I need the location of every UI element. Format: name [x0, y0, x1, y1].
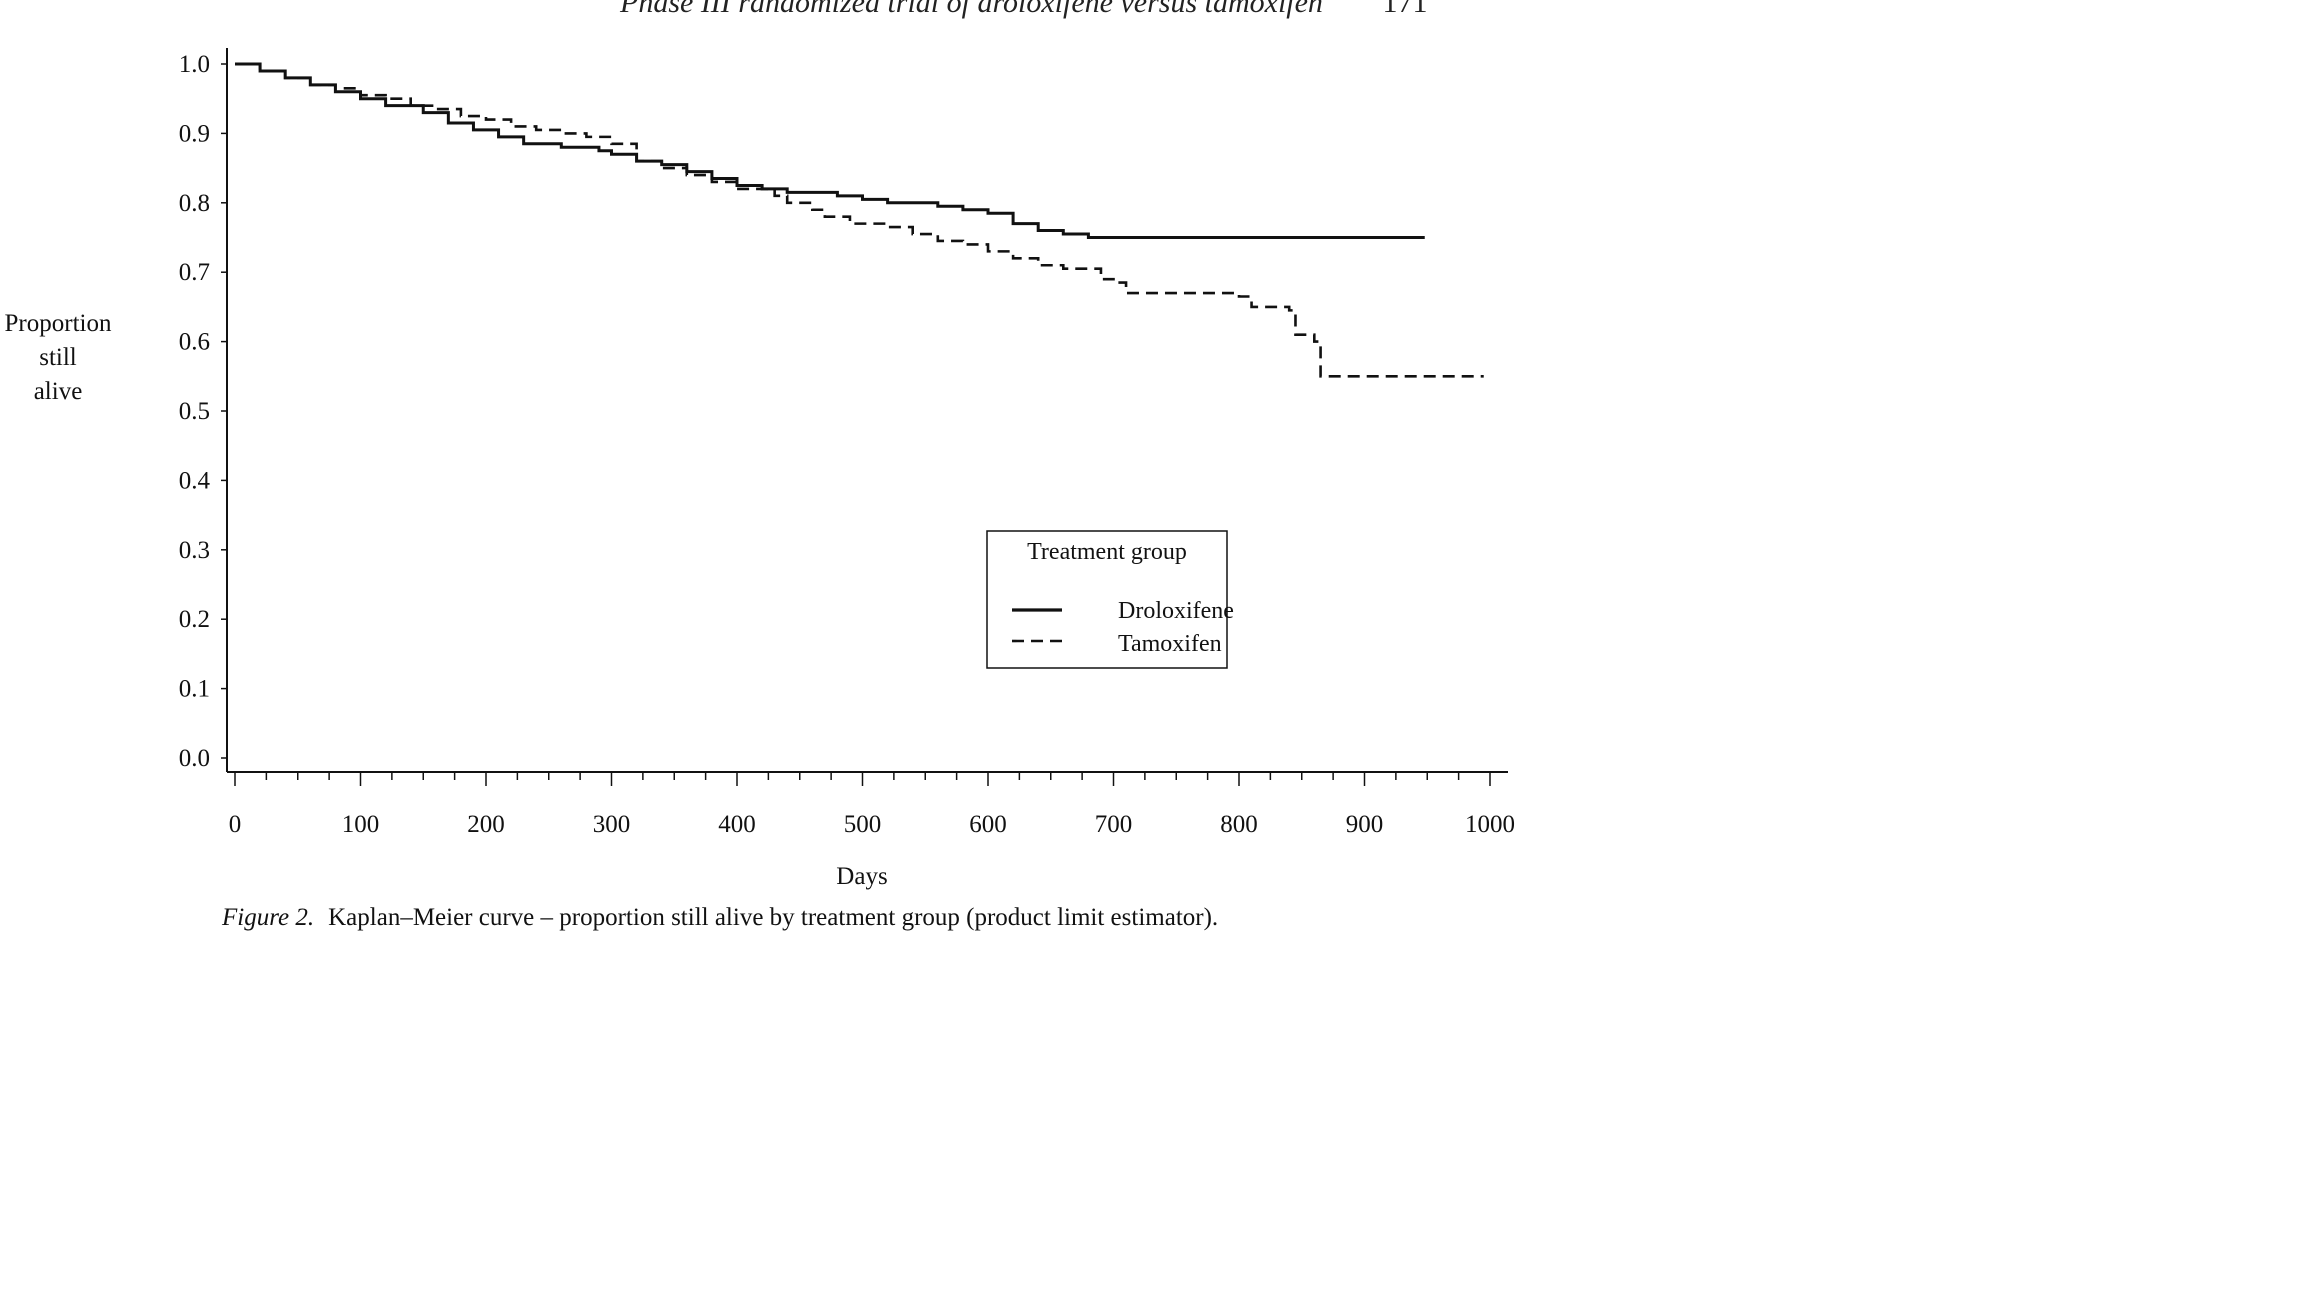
- page-number: 171: [1382, 0, 1428, 19]
- y-tick-label: 0.0: [179, 745, 210, 772]
- y-axis-title: Proportion still alive: [5, 310, 112, 405]
- page-header: Phase III randomized trial of droloxifen…: [620, 0, 1427, 20]
- y-axis-title-line: alive: [34, 378, 83, 405]
- y-tick-label: 0.2: [179, 606, 210, 633]
- x-tick-label: 200: [467, 811, 505, 838]
- figure-caption: Figure 2. Kaplan–Meier curve – proportion…: [222, 904, 1218, 932]
- x-tick-label: 800: [1220, 811, 1258, 838]
- series-line-tamoxifen: [235, 62, 1484, 378]
- y-tick-label: 1.0: [179, 51, 210, 78]
- x-tick-label: 1000: [1465, 811, 1515, 838]
- x-tick-label: 500: [844, 811, 882, 838]
- y-tick-label: 0.5: [179, 398, 210, 425]
- y-tick-label: 0.6: [179, 329, 210, 356]
- legend: Treatment group Droloxifene Tamoxifen: [986, 530, 1234, 669]
- x-axis-ticks: 0 100 200 300 400 500 600 700 800 900 1000: [229, 772, 1515, 838]
- y-tick-label: 0.9: [179, 120, 210, 147]
- x-tick-label: 100: [342, 811, 380, 838]
- y-axis-title-line: still: [39, 344, 77, 371]
- y-tick-label: 0.8: [179, 190, 210, 217]
- caption-label: Figure 2.: [222, 904, 315, 931]
- legend-label-tamoxifen: Tamoxifen: [1118, 631, 1222, 657]
- x-tick-label: 300: [593, 811, 631, 838]
- x-tick-label: 700: [1095, 811, 1133, 838]
- caption-text: Kaplan–Meier curve – proportion still al…: [328, 904, 1219, 931]
- x-tick-label: 400: [718, 811, 756, 838]
- legend-box: [986, 530, 1228, 669]
- y-axis-ticks: 0.0 0.1 0.2 0.3 0.4 0.5 0.6 0.7 0.8 0.9 1.0: [179, 51, 227, 772]
- x-tick-label: 600: [969, 811, 1007, 838]
- running-title: Phase III randomized trial of droloxifen…: [620, 0, 1323, 19]
- y-tick-label: 0.4: [179, 467, 211, 494]
- series-layer: [235, 62, 1484, 378]
- x-tick-label: 900: [1346, 811, 1384, 838]
- y-axis-title-line: Proportion: [5, 310, 112, 337]
- y-tick-label: 0.1: [179, 676, 210, 703]
- legend-label-droloxifene: Droloxifene: [1118, 598, 1234, 624]
- legend-title: Treatment group: [1027, 539, 1187, 565]
- y-tick-label: 0.3: [179, 537, 210, 564]
- series-line-droloxifene: [235, 62, 1425, 239]
- chart-axes: [226, 48, 1508, 773]
- x-axis-title: Days: [836, 863, 887, 890]
- x-tick-label: 0: [229, 811, 242, 838]
- y-tick-label: 0.7: [179, 259, 210, 286]
